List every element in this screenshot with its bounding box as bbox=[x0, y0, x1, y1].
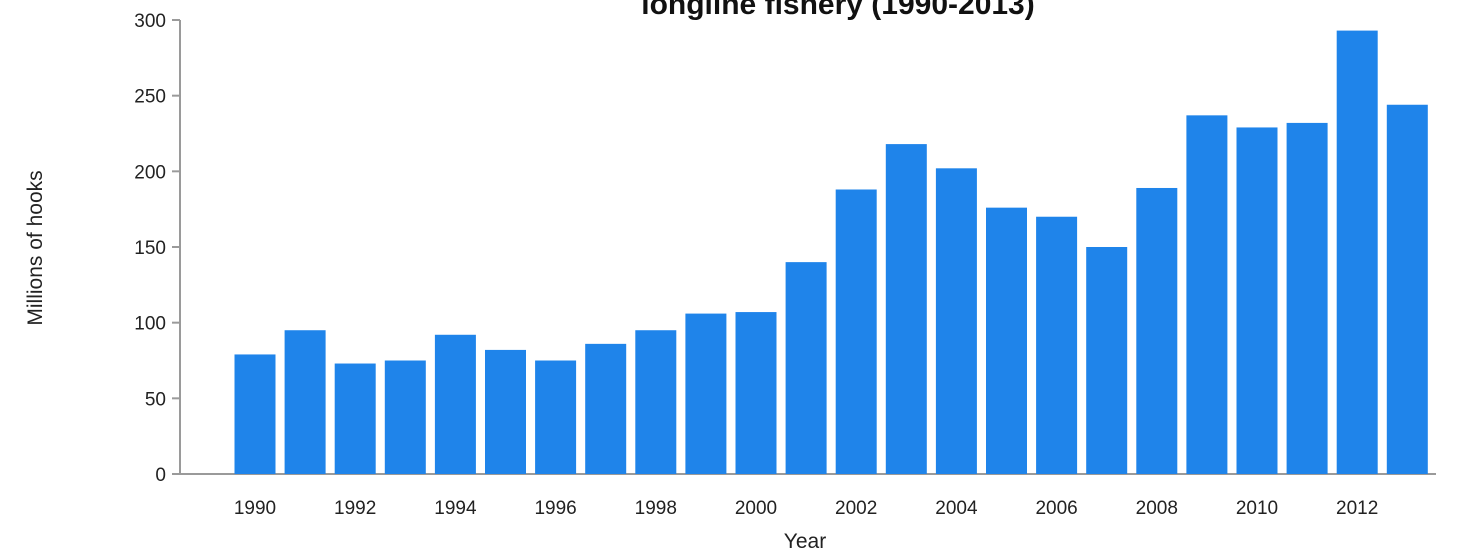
bar bbox=[284, 330, 326, 474]
bar bbox=[1086, 247, 1128, 474]
y-axis-title: Millions of hooks bbox=[24, 170, 47, 325]
x-tick-label: 1998 bbox=[635, 498, 677, 519]
y-tick-label: 200 bbox=[134, 162, 166, 183]
bar bbox=[1386, 104, 1428, 474]
bar bbox=[1286, 122, 1328, 474]
bar bbox=[1036, 216, 1078, 474]
bar bbox=[384, 360, 426, 474]
x-axis-title: Year bbox=[784, 530, 826, 553]
bar bbox=[535, 360, 577, 474]
bar bbox=[434, 334, 476, 474]
x-tick-label: 2012 bbox=[1336, 498, 1378, 519]
bar bbox=[635, 330, 677, 474]
x-tick-label: 2002 bbox=[835, 498, 877, 519]
bar bbox=[485, 349, 526, 474]
bar bbox=[334, 363, 376, 474]
y-tick-label: 150 bbox=[134, 238, 166, 259]
bar bbox=[986, 207, 1027, 475]
y-tick-label: 0 bbox=[155, 465, 166, 486]
y-tick-label: 300 bbox=[134, 11, 166, 32]
bar bbox=[735, 312, 777, 474]
bars bbox=[234, 30, 1428, 475]
x-tick-label: 1994 bbox=[434, 498, 477, 519]
bar bbox=[1186, 115, 1228, 474]
y-tick-label: 250 bbox=[134, 87, 166, 108]
x-tick-label: 2000 bbox=[735, 498, 777, 519]
bar bbox=[785, 262, 827, 474]
bar bbox=[935, 168, 977, 474]
bar bbox=[835, 189, 877, 474]
y-tick-label: 50 bbox=[145, 389, 166, 410]
bar bbox=[1136, 187, 1178, 475]
x-tick-label: 2010 bbox=[1236, 498, 1278, 519]
x-tick-label: 1990 bbox=[234, 498, 276, 519]
x-tick-label: 2006 bbox=[1035, 498, 1077, 519]
y-tick-label: 100 bbox=[134, 314, 166, 335]
x-tick-label: 1992 bbox=[334, 498, 376, 519]
x-axis: 1990 1992 1994 1996 1998 2000 2002 2004 2006 2008… bbox=[180, 473, 1436, 519]
x-tick-label: 2008 bbox=[1136, 498, 1178, 519]
y-axis: 0 50 100 150 200 250 300 bbox=[134, 11, 181, 486]
chart-title: longline fishery (1990-2013) bbox=[641, 0, 1035, 21]
x-tick-label: 2004 bbox=[935, 498, 978, 519]
bar bbox=[585, 343, 627, 474]
bar bbox=[1236, 127, 1278, 475]
x-tick-label: 1996 bbox=[534, 498, 576, 519]
bar bbox=[885, 144, 927, 475]
bar bbox=[685, 313, 727, 474]
bar bbox=[1336, 30, 1378, 475]
bar bbox=[234, 354, 276, 474]
